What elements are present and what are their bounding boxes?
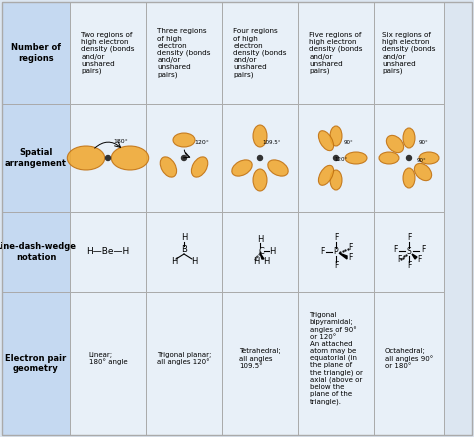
Text: B: B (181, 246, 187, 254)
FancyBboxPatch shape (298, 292, 374, 435)
Text: H: H (263, 257, 269, 267)
Text: Electron pair
geometry: Electron pair geometry (5, 354, 67, 373)
Ellipse shape (253, 169, 267, 191)
Ellipse shape (330, 126, 342, 146)
Polygon shape (260, 253, 264, 259)
Text: 90°: 90° (417, 158, 427, 163)
FancyBboxPatch shape (2, 292, 70, 435)
Circle shape (334, 156, 338, 160)
Text: F: F (334, 233, 338, 243)
Ellipse shape (345, 152, 367, 164)
Text: H: H (191, 257, 197, 267)
Ellipse shape (67, 146, 105, 170)
FancyBboxPatch shape (222, 2, 298, 104)
Text: F: F (397, 256, 401, 264)
Text: 120°: 120° (334, 157, 347, 162)
Text: Five regions of
high electron
density (bonds
and/or
unshared
pairs): Five regions of high electron density (b… (309, 32, 363, 74)
FancyBboxPatch shape (298, 212, 374, 292)
Text: 120°: 120° (194, 140, 209, 145)
FancyBboxPatch shape (374, 2, 444, 104)
FancyBboxPatch shape (146, 292, 222, 435)
FancyBboxPatch shape (2, 2, 70, 104)
Ellipse shape (232, 160, 252, 176)
Ellipse shape (173, 133, 195, 147)
Text: F: F (348, 243, 352, 253)
Text: Trigonal planar;
all angles 120°: Trigonal planar; all angles 120° (157, 352, 211, 365)
FancyBboxPatch shape (222, 104, 298, 212)
FancyBboxPatch shape (298, 2, 374, 104)
Text: Spatial
arrangement: Spatial arrangement (5, 148, 67, 168)
FancyBboxPatch shape (146, 212, 222, 292)
Ellipse shape (414, 163, 432, 180)
Text: Two regions of
high electron
density (bonds
and/or
unshared
pairs): Two regions of high electron density (bo… (81, 32, 135, 74)
Ellipse shape (160, 157, 177, 177)
Text: F: F (421, 246, 425, 254)
Circle shape (182, 156, 186, 160)
Text: Linear;
180° angle: Linear; 180° angle (89, 352, 128, 365)
Ellipse shape (253, 125, 267, 147)
Text: Four regions
of high
electron
density (bonds
and/or
unshared
pairs): Four regions of high electron density (b… (233, 28, 287, 77)
FancyBboxPatch shape (222, 292, 298, 435)
Text: 90°: 90° (344, 140, 354, 145)
Text: H: H (181, 233, 187, 243)
FancyBboxPatch shape (374, 104, 444, 212)
Ellipse shape (319, 131, 334, 151)
FancyBboxPatch shape (222, 212, 298, 292)
FancyBboxPatch shape (70, 212, 146, 292)
Text: H: H (171, 257, 177, 267)
FancyBboxPatch shape (2, 212, 70, 292)
Text: Trigonal
bipyramidal;
angles of 90°
or 120°
An attached
atom may be
equatorial (: Trigonal bipyramidal; angles of 90° or 1… (310, 312, 363, 405)
Polygon shape (412, 254, 417, 259)
FancyBboxPatch shape (146, 2, 222, 104)
Text: F: F (334, 261, 338, 271)
Text: 109.5°: 109.5° (262, 140, 281, 145)
Text: Number of
regions: Number of regions (11, 43, 61, 62)
Circle shape (407, 156, 411, 160)
Text: H—Be—H: H—Be—H (86, 247, 129, 257)
Text: S: S (407, 247, 411, 257)
Text: 180°: 180° (113, 139, 128, 144)
Polygon shape (339, 253, 347, 259)
FancyBboxPatch shape (146, 104, 222, 212)
Text: F: F (407, 261, 411, 271)
Circle shape (257, 156, 263, 160)
Text: P: P (334, 247, 338, 257)
Text: Octahedral;
all angles 90°
or 180°: Octahedral; all angles 90° or 180° (385, 348, 433, 369)
Text: F: F (417, 256, 421, 264)
Ellipse shape (319, 165, 334, 185)
Text: Tetrahedral;
all angles
109.5°: Tetrahedral; all angles 109.5° (239, 348, 281, 368)
Ellipse shape (191, 157, 208, 177)
Text: H: H (253, 257, 259, 267)
FancyBboxPatch shape (70, 292, 146, 435)
Circle shape (106, 156, 110, 160)
Text: C: C (258, 246, 264, 256)
Text: F: F (320, 247, 324, 257)
Text: Line-dash-wedge
notation: Line-dash-wedge notation (0, 242, 76, 262)
Ellipse shape (330, 170, 342, 190)
Ellipse shape (111, 146, 149, 170)
Text: Six regions of
high electron
density (bonds
and/or
unshared
pairs): Six regions of high electron density (bo… (382, 32, 436, 74)
Ellipse shape (419, 152, 439, 164)
Ellipse shape (403, 128, 415, 148)
Ellipse shape (379, 152, 399, 164)
Ellipse shape (403, 168, 415, 188)
Text: F: F (407, 233, 411, 243)
Text: F: F (348, 253, 352, 263)
FancyBboxPatch shape (70, 2, 146, 104)
FancyBboxPatch shape (374, 212, 444, 292)
Ellipse shape (386, 135, 404, 153)
Text: Three regions
of high
electron
density (bonds
and/or
unshared
pairs): Three regions of high electron density (… (157, 28, 211, 77)
FancyBboxPatch shape (298, 104, 374, 212)
FancyBboxPatch shape (2, 104, 70, 212)
Text: 90°: 90° (419, 140, 429, 145)
Text: H: H (257, 235, 263, 243)
FancyBboxPatch shape (374, 292, 444, 435)
Ellipse shape (268, 160, 288, 176)
Text: F: F (393, 246, 397, 254)
FancyBboxPatch shape (70, 104, 146, 212)
Text: H: H (269, 246, 275, 256)
